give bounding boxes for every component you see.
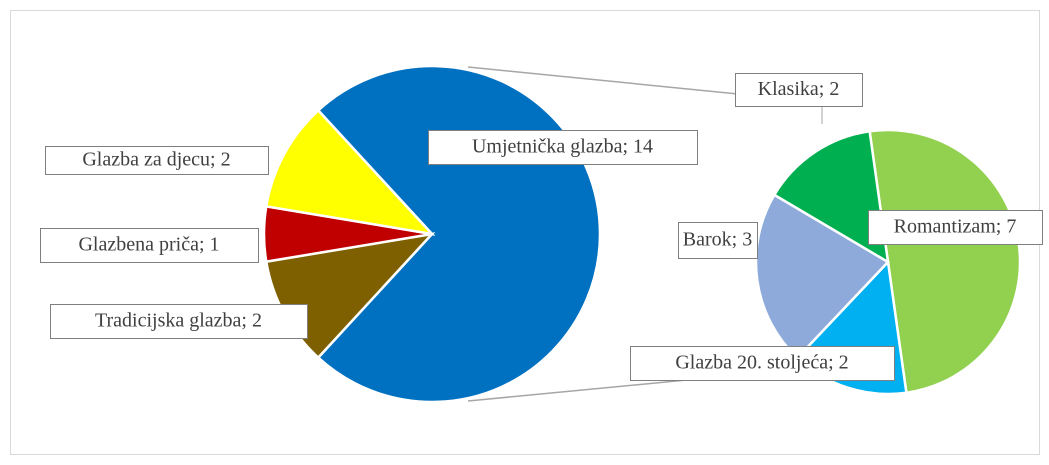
pie-slice [754, 193, 890, 360]
connector-line [467, 66, 759, 97]
pie-slice [772, 129, 890, 265]
data-label: Tradicijska glazba; 2 [95, 310, 262, 332]
data-label: Umjetnička glazba; 14 [472, 136, 653, 158]
data-labels: Umjetnička glazba; 14 Tradicijska glazba;… [40, 73, 1043, 381]
data-label: Klasika; 2 [758, 78, 840, 100]
data-label: Romantizam; 7 [894, 216, 1017, 238]
label-box [40, 228, 259, 263]
label-box [50, 304, 308, 339]
data-label: Barok; 3 [683, 229, 752, 251]
label-box [868, 210, 1043, 245]
data-label: Glazba 20. stoljeća; 2 [675, 352, 848, 374]
data-label: Glazbena priča; 1 [78, 234, 219, 256]
data-label: Glazba za djecu; 2 [82, 149, 230, 171]
pie-slice [264, 108, 436, 236]
label-box [630, 346, 895, 381]
label-box [678, 222, 758, 259]
label-box [45, 146, 269, 175]
label-box [428, 130, 698, 165]
label-box [735, 73, 863, 107]
